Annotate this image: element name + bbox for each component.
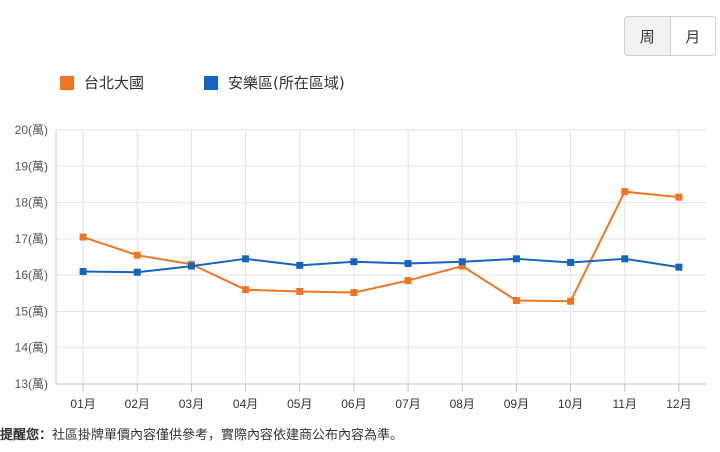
y-tick-label: 14(萬) bbox=[15, 341, 48, 355]
legend-item-0[interactable]: 台北大國 bbox=[60, 72, 144, 93]
legend-label-0: 台北大國 bbox=[84, 74, 145, 92]
data-point-0 bbox=[567, 297, 575, 305]
legend-item-1[interactable]: 安樂區(所在區域) bbox=[204, 72, 345, 93]
data-point-0 bbox=[242, 286, 250, 294]
series-line-1 bbox=[83, 257, 680, 274]
series-line-0 bbox=[82, 190, 680, 303]
x-tick-label: 11月 bbox=[613, 397, 637, 411]
period-toggle: 周 月 bbox=[624, 16, 716, 56]
data-point-0 bbox=[133, 251, 141, 259]
data-point-1 bbox=[458, 258, 466, 266]
y-tick-label: 20(萬) bbox=[15, 123, 48, 137]
x-tick-label: 09月 bbox=[504, 397, 529, 411]
legend-label-1: 安樂區(所在區域) bbox=[228, 74, 345, 92]
data-point-0 bbox=[296, 287, 304, 295]
week-toggle-button[interactable]: 周 bbox=[639, 27, 655, 46]
x-tick-label: 02月 bbox=[125, 397, 150, 411]
y-tick-label: 15(萬) bbox=[15, 304, 48, 318]
data-point-0 bbox=[458, 262, 466, 270]
data-point-1 bbox=[242, 255, 250, 263]
y-tick-label: 19(萬) bbox=[15, 159, 48, 173]
y-tick-label: 13(萬) bbox=[15, 377, 48, 391]
data-point-1 bbox=[79, 268, 87, 276]
y-tick-label: 18(萬) bbox=[15, 196, 48, 210]
data-point-0 bbox=[79, 233, 87, 241]
x-tick-label: 03月 bbox=[179, 397, 204, 411]
month-toggle-button[interactable]: 月 bbox=[669, 17, 715, 55]
y-tick-label: 16(萬) bbox=[15, 268, 48, 282]
data-point-0 bbox=[621, 188, 629, 196]
x-tick-label: 10月 bbox=[558, 397, 583, 411]
footnote: 提醒您：社區掛牌單價內容僅供參考，實際內容依建商公布內容為準。 bbox=[0, 424, 403, 443]
data-point-1 bbox=[675, 263, 683, 271]
data-point-1 bbox=[512, 255, 520, 263]
x-tick-label: 12月 bbox=[666, 397, 691, 411]
data-point-1 bbox=[296, 261, 304, 269]
data-point-1 bbox=[350, 258, 358, 266]
x-tick-label: 05月 bbox=[287, 397, 312, 411]
data-point-1 bbox=[187, 262, 195, 270]
data-point-0 bbox=[675, 193, 683, 201]
x-tick-label: 01月 bbox=[70, 397, 95, 411]
data-point-0 bbox=[404, 277, 412, 285]
y-tick-label: 17(萬) bbox=[15, 232, 48, 246]
data-point-0 bbox=[512, 297, 520, 305]
data-point-1 bbox=[621, 255, 629, 263]
footnote-text: 社區掛牌單價內容僅供參考，實際內容依建商公布內容為準。 bbox=[52, 428, 404, 443]
x-tick-label: 04月 bbox=[233, 397, 258, 411]
data-point-1 bbox=[133, 268, 141, 276]
legend-swatch-1 bbox=[204, 75, 219, 90]
x-tick-label: 07月 bbox=[395, 397, 420, 411]
data-point-1 bbox=[404, 260, 412, 268]
data-point-0 bbox=[350, 289, 358, 297]
chart-legend: 台北大國 安樂區(所在區域) bbox=[60, 72, 405, 93]
footnote-label: 提醒您： bbox=[0, 428, 53, 443]
x-tick-label: 06月 bbox=[341, 397, 366, 411]
x-tick-label: 08月 bbox=[450, 397, 475, 411]
legend-swatch-0 bbox=[60, 75, 74, 90]
data-point-1 bbox=[567, 258, 575, 266]
